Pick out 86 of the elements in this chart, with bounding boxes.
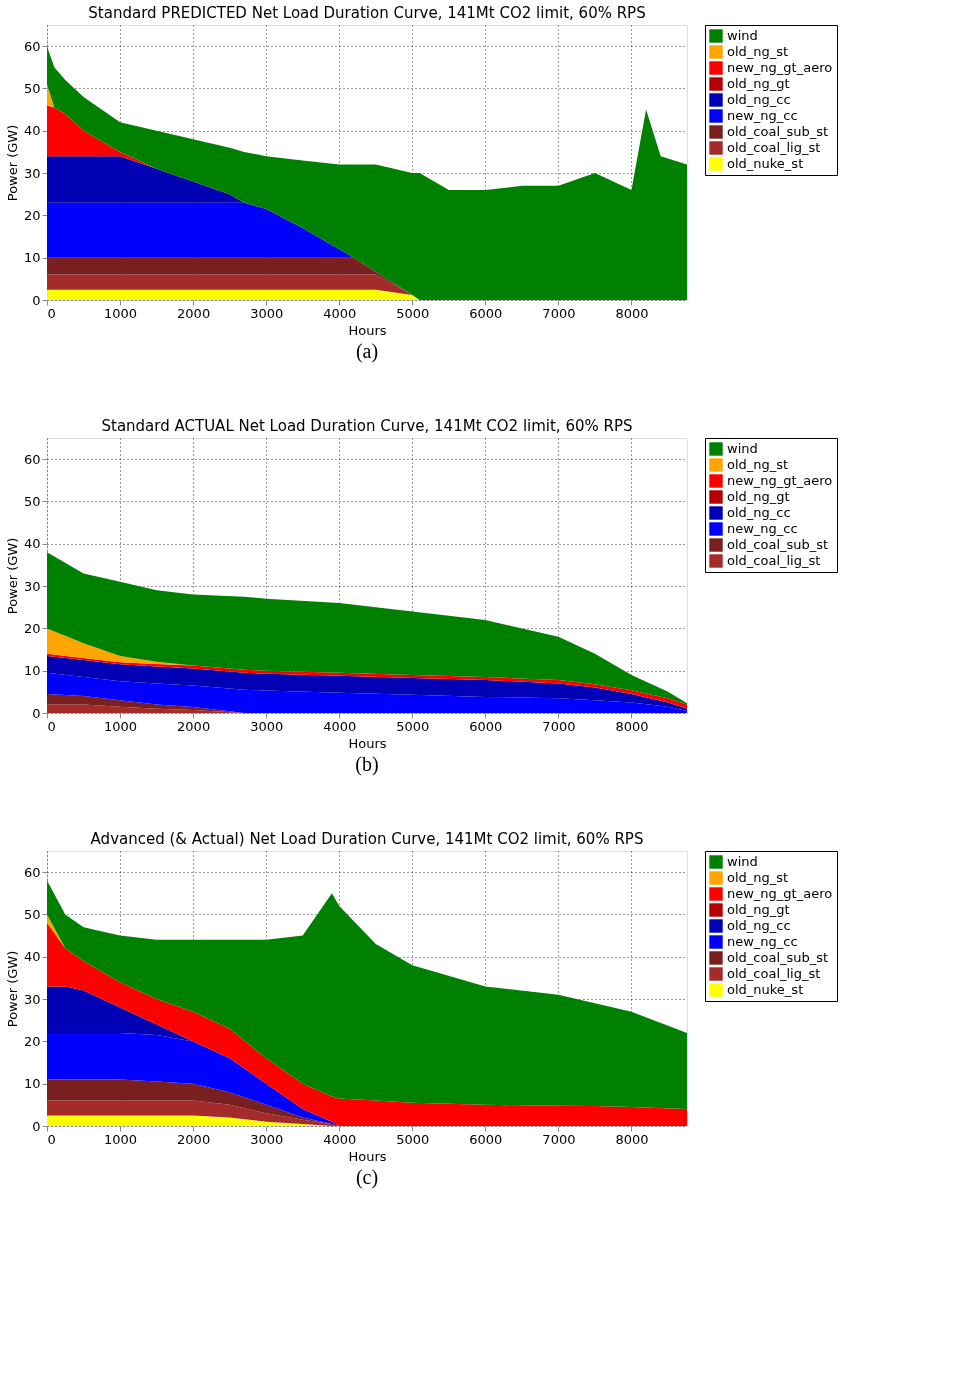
- legend-label: old_coal_lig_st: [727, 140, 821, 155]
- legend-label: old_nuke_st: [727, 982, 804, 997]
- y-tick-label: 10: [23, 663, 41, 679]
- legend-label: new_ng_cc: [727, 108, 798, 123]
- x-tick-label: 7000: [542, 718, 576, 734]
- y-tick-label: 40: [23, 949, 41, 965]
- legend-label: new_ng_gt_aero: [727, 886, 833, 901]
- y-tick-label: 60: [23, 451, 41, 467]
- y-tick-label: 20: [23, 620, 41, 636]
- x-tick-label: 6000: [469, 718, 503, 734]
- x-tick-label: 8000: [615, 718, 649, 734]
- legend-label: old_coal_lig_st: [727, 966, 821, 981]
- y-axis-title: Power (GW): [4, 950, 20, 1028]
- legend-label: old_nuke_st: [727, 156, 804, 171]
- legend-label: old_ng_gt: [727, 902, 790, 917]
- chart-title: Advanced (& Actual) Net Load Duration Curve, 141Mt CO2 limit, 60% RPS: [90, 829, 644, 848]
- legend-label: old_ng_cc: [727, 92, 791, 107]
- y-tick-label: 0: [32, 705, 41, 721]
- legend-label: old_ng_st: [727, 870, 789, 885]
- y-tick-label: 20: [23, 207, 41, 223]
- x-tick-label: 5000: [396, 718, 430, 734]
- chart-title: Standard PREDICTED Net Load Duration Curve, 141Mt CO2 limit, 60% RPS: [88, 3, 646, 22]
- y-tick-label: 0: [32, 292, 41, 308]
- x-tick-label: 3000: [250, 1131, 284, 1147]
- y-tick-label: 50: [23, 906, 41, 922]
- y-tick-label: 50: [23, 80, 41, 96]
- y-tick-label: 50: [23, 493, 41, 509]
- x-tick-label: 4000: [323, 305, 357, 321]
- y-tick-label: 10: [23, 1076, 41, 1092]
- y-tick-label: 60: [23, 38, 41, 54]
- y-axis-title: Power (GW): [4, 124, 20, 202]
- x-tick-label: 7000: [542, 305, 576, 321]
- x-tick-label: 4000: [323, 718, 357, 734]
- y-tick-label: 30: [23, 991, 41, 1007]
- x-axis-title: Hours: [348, 735, 387, 751]
- y-axis-title: Power (GW): [4, 537, 20, 615]
- x-tick-label: 6000: [469, 305, 503, 321]
- x-tick-label: 1000: [104, 1131, 138, 1147]
- legend-label: old_coal_sub_st: [727, 537, 829, 552]
- legend-label: new_ng_gt_aero: [727, 60, 833, 75]
- x-axis-title: Hours: [348, 322, 387, 338]
- x-tick-label: 2000: [177, 1131, 211, 1147]
- x-tick-label: 0: [47, 305, 56, 321]
- legend-label: old_ng_cc: [727, 918, 791, 933]
- x-tick-label: 8000: [615, 305, 649, 321]
- y-tick-label: 0: [32, 1118, 41, 1134]
- y-tick-label: 60: [23, 864, 41, 880]
- legend-label: new_ng_gt_aero: [727, 473, 833, 488]
- legend-label: wind: [727, 441, 758, 456]
- x-tick-label: 3000: [250, 718, 284, 734]
- text: (c): [355, 1166, 379, 1189]
- legend-label: old_coal_lig_st: [727, 553, 821, 568]
- chart-title: Standard ACTUAL Net Load Duration Curve, 141Mt CO2 limit, 60% RPS: [101, 416, 633, 435]
- legend-label: old_coal_sub_st: [727, 124, 829, 139]
- y-tick-label: 30: [23, 578, 41, 594]
- x-tick-label: 1000: [104, 305, 138, 321]
- x-axis-title: Hours: [348, 1148, 387, 1164]
- x-tick-label: 3000: [250, 305, 284, 321]
- x-tick-label: 8000: [615, 1131, 649, 1147]
- text: (b): [355, 753, 379, 776]
- x-tick-label: 2000: [177, 305, 211, 321]
- y-tick-label: 30: [23, 165, 41, 181]
- x-tick-label: 0: [47, 718, 56, 734]
- legend-label: old_coal_sub_st: [727, 950, 829, 965]
- y-tick-label: 10: [23, 250, 41, 266]
- y-tick-label: 40: [23, 536, 41, 552]
- text: (a): [355, 340, 379, 363]
- legend-label: new_ng_cc: [727, 934, 798, 949]
- legend-label: wind: [727, 854, 758, 869]
- x-tick-label: 0: [47, 1131, 56, 1147]
- legend-label: old_ng_st: [727, 457, 789, 472]
- x-tick-label: 4000: [323, 1131, 357, 1147]
- x-tick-label: 5000: [396, 305, 430, 321]
- legend-label: new_ng_cc: [727, 521, 798, 536]
- x-tick-label: 2000: [177, 718, 211, 734]
- x-tick-label: 7000: [542, 1131, 576, 1147]
- legend-label: wind: [727, 28, 758, 43]
- y-tick-label: 40: [23, 123, 41, 139]
- x-tick-label: 1000: [104, 718, 138, 734]
- y-tick-label: 20: [23, 1033, 41, 1049]
- legend-label: old_ng_gt: [727, 489, 790, 504]
- legend-label: old_ng_gt: [727, 76, 790, 91]
- legend-label: old_ng_st: [727, 44, 789, 59]
- x-tick-label: 5000: [396, 1131, 430, 1147]
- x-tick-label: 6000: [469, 1131, 503, 1147]
- legend-label: old_ng_cc: [727, 505, 791, 520]
